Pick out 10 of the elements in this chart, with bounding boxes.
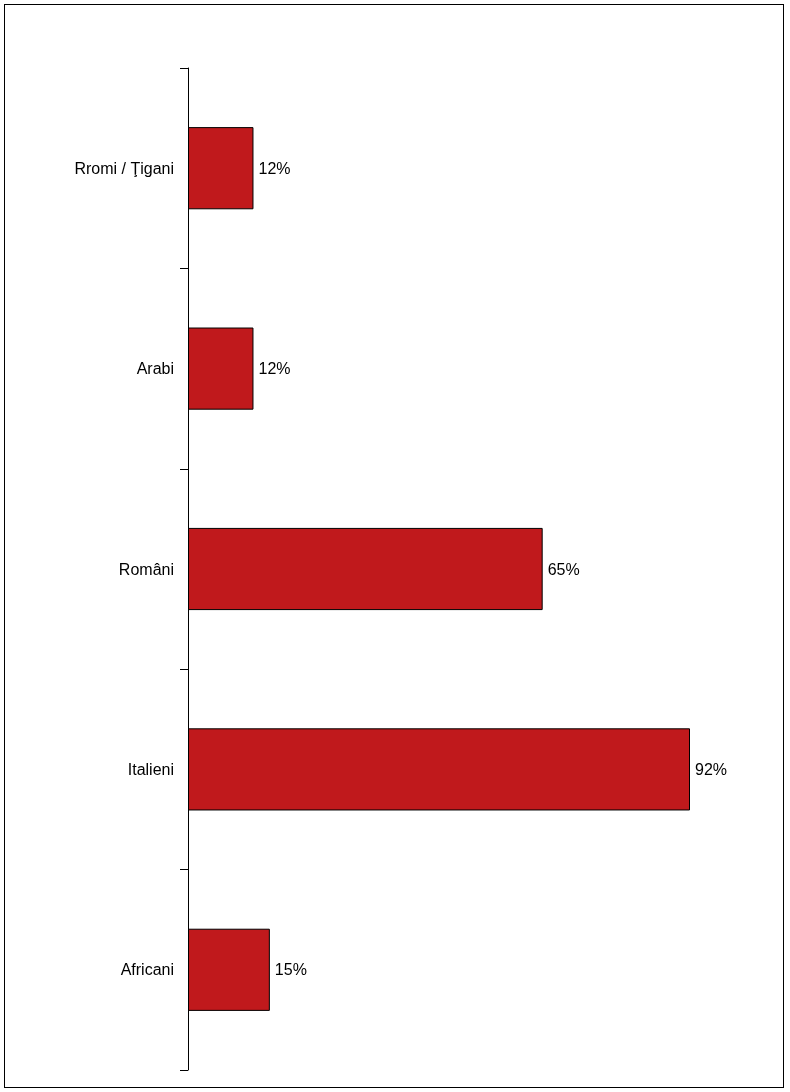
y-tick-label: Arabi	[136, 360, 174, 378]
data-label: 12%	[258, 360, 291, 378]
y-tick-label: Italieni	[127, 760, 174, 778]
y-tick-label: Africani	[120, 961, 174, 979]
data-label: 15%	[274, 961, 307, 979]
data-label: 92%	[695, 760, 728, 778]
y-tick-label: Români	[118, 560, 174, 578]
data-label: 65%	[547, 560, 580, 578]
y-tick-label: Rromi / Ţigani	[74, 159, 174, 177]
data-label: 12%	[258, 159, 291, 177]
